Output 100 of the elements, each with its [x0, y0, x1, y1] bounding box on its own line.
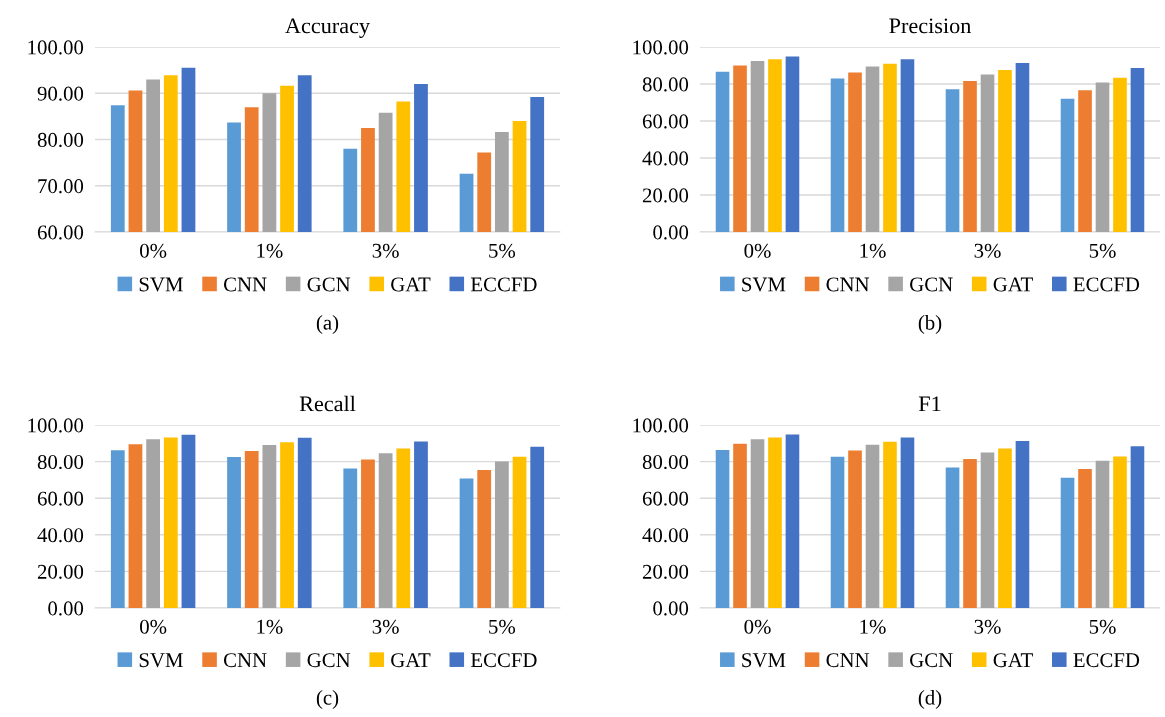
x-tick-label: 0%: [140, 619, 167, 634]
bar: [998, 69, 1012, 232]
x-tick-label: 1%: [257, 619, 283, 634]
x-tick-label: 5%: [1089, 243, 1116, 258]
bar: [1113, 77, 1127, 232]
bar: [768, 59, 782, 232]
bar: [1078, 468, 1092, 608]
y-tick-label: 20.00: [642, 188, 689, 203]
legend-label: GCN: [307, 653, 351, 668]
bar: [945, 467, 960, 608]
x-tick-label: 3%: [372, 243, 399, 258]
text: (b): [918, 315, 942, 334]
bar: [181, 434, 196, 608]
bar: [110, 450, 125, 608]
bar: [262, 444, 277, 608]
chart-title: Accuracy: [285, 18, 370, 38]
y-tick-label: 100.00: [28, 40, 84, 55]
y-tick-label: 80.00: [642, 454, 689, 470]
bar: [963, 81, 977, 232]
y-tick-label: 40.00: [642, 528, 689, 543]
legend-label: ECCFD: [470, 277, 537, 292]
bar: [1095, 82, 1110, 232]
y-tick-label: 0.00: [653, 601, 689, 616]
legend-label: GAT: [993, 653, 1033, 668]
bar: [343, 468, 358, 608]
y-tick-label: 90.00: [37, 86, 84, 101]
chart-title: Recall: [299, 395, 356, 412]
y-tick-label: 20.00: [37, 564, 84, 579]
chart-title: Precision: [889, 18, 972, 34]
legend-label: GCN: [910, 277, 953, 292]
y-tick-label: 0.00: [653, 225, 689, 240]
bar: [1095, 460, 1110, 608]
x-tick-label: 1%: [860, 619, 886, 634]
bar: [361, 459, 375, 608]
bar: [477, 470, 492, 608]
y-tick-label: 0.00: [48, 601, 84, 616]
bar: [980, 74, 995, 232]
bar: [733, 443, 747, 608]
legend-label: SVM: [139, 277, 183, 292]
bar: [980, 452, 995, 608]
y-tick-label: 60.00: [642, 114, 689, 129]
legend-label: GAT: [993, 277, 1033, 292]
bar: [883, 63, 897, 232]
bar: [297, 437, 312, 608]
bar: [1015, 441, 1030, 608]
legend-label: ECCFD: [1073, 277, 1140, 292]
text: (a): [316, 315, 339, 334]
legend-label: CNN: [826, 653, 870, 668]
y-tick-label: 40.00: [37, 528, 84, 543]
bar: [244, 450, 259, 608]
chart-title: F1: [918, 396, 941, 412]
bar: [146, 439, 161, 608]
legend-label: CNN: [223, 277, 267, 292]
text: (c): [316, 690, 339, 709]
bar: [1113, 456, 1127, 608]
bar: [280, 442, 294, 608]
y-tick-label: 100.00: [633, 418, 689, 433]
bar: [883, 441, 897, 608]
x-tick-label: 0%: [744, 619, 771, 634]
y-tick-label: 80.00: [642, 77, 689, 92]
bar: [414, 441, 428, 608]
y-tick-label: 60.00: [37, 225, 84, 240]
bar: [1130, 446, 1145, 608]
y-tick-label: 60.00: [37, 491, 84, 506]
bar: [945, 89, 960, 232]
x-tick-label: 0%: [744, 243, 771, 258]
legend-label: CNN: [223, 653, 267, 668]
bar: [1130, 68, 1145, 232]
legend-label: GAT: [391, 277, 431, 292]
bar: [1060, 98, 1075, 232]
bar: [785, 56, 800, 232]
bar: [750, 439, 765, 608]
bar: [785, 434, 800, 608]
bar: [830, 78, 845, 232]
bar: [848, 450, 862, 608]
x-tick-label: 3%: [372, 619, 399, 634]
bar: [998, 448, 1012, 608]
bar: [900, 437, 915, 608]
legend-label: ECCFD: [1073, 653, 1140, 668]
y-tick-label: 80.00: [37, 132, 84, 148]
y-tick-label: 40.00: [642, 151, 689, 166]
bar: [715, 71, 730, 232]
text: (d): [918, 690, 942, 709]
bar: [459, 478, 474, 608]
bar: [830, 456, 845, 608]
bar: [865, 444, 880, 608]
x-tick-label: 0%: [140, 243, 167, 258]
x-tick-label: 3%: [974, 243, 1001, 258]
bar: [1078, 90, 1092, 232]
bar: [512, 456, 527, 608]
x-tick-label: 1%: [860, 243, 886, 258]
legend-label: SVM: [742, 277, 786, 292]
bar: [396, 448, 411, 608]
y-tick-label: 80.00: [37, 454, 84, 470]
bar: [900, 59, 915, 232]
bar: [1015, 62, 1030, 232]
x-tick-label: 3%: [974, 619, 1001, 634]
legend-label: GCN: [910, 653, 953, 668]
bar: [378, 453, 393, 608]
bar: [750, 61, 765, 232]
